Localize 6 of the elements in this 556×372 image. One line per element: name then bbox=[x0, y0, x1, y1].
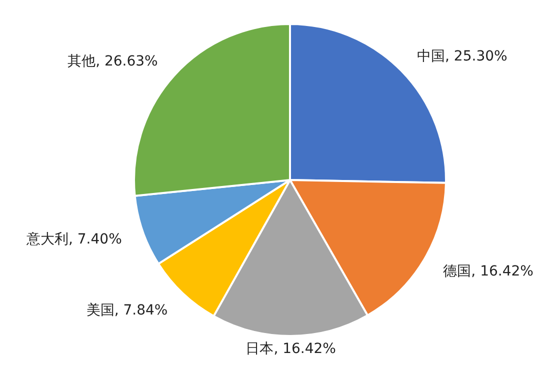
slice-label: 日本, 16.42% bbox=[246, 341, 336, 357]
slice-label: 德国, 16.42% bbox=[443, 264, 534, 280]
slice-label: 意大利, 7.40% bbox=[26, 231, 122, 248]
slice-label: 美国, 7.84% bbox=[86, 302, 168, 318]
slice-label: 其他, 26.63% bbox=[68, 54, 158, 70]
slice-label: 中国, 25.30% bbox=[417, 48, 508, 64]
